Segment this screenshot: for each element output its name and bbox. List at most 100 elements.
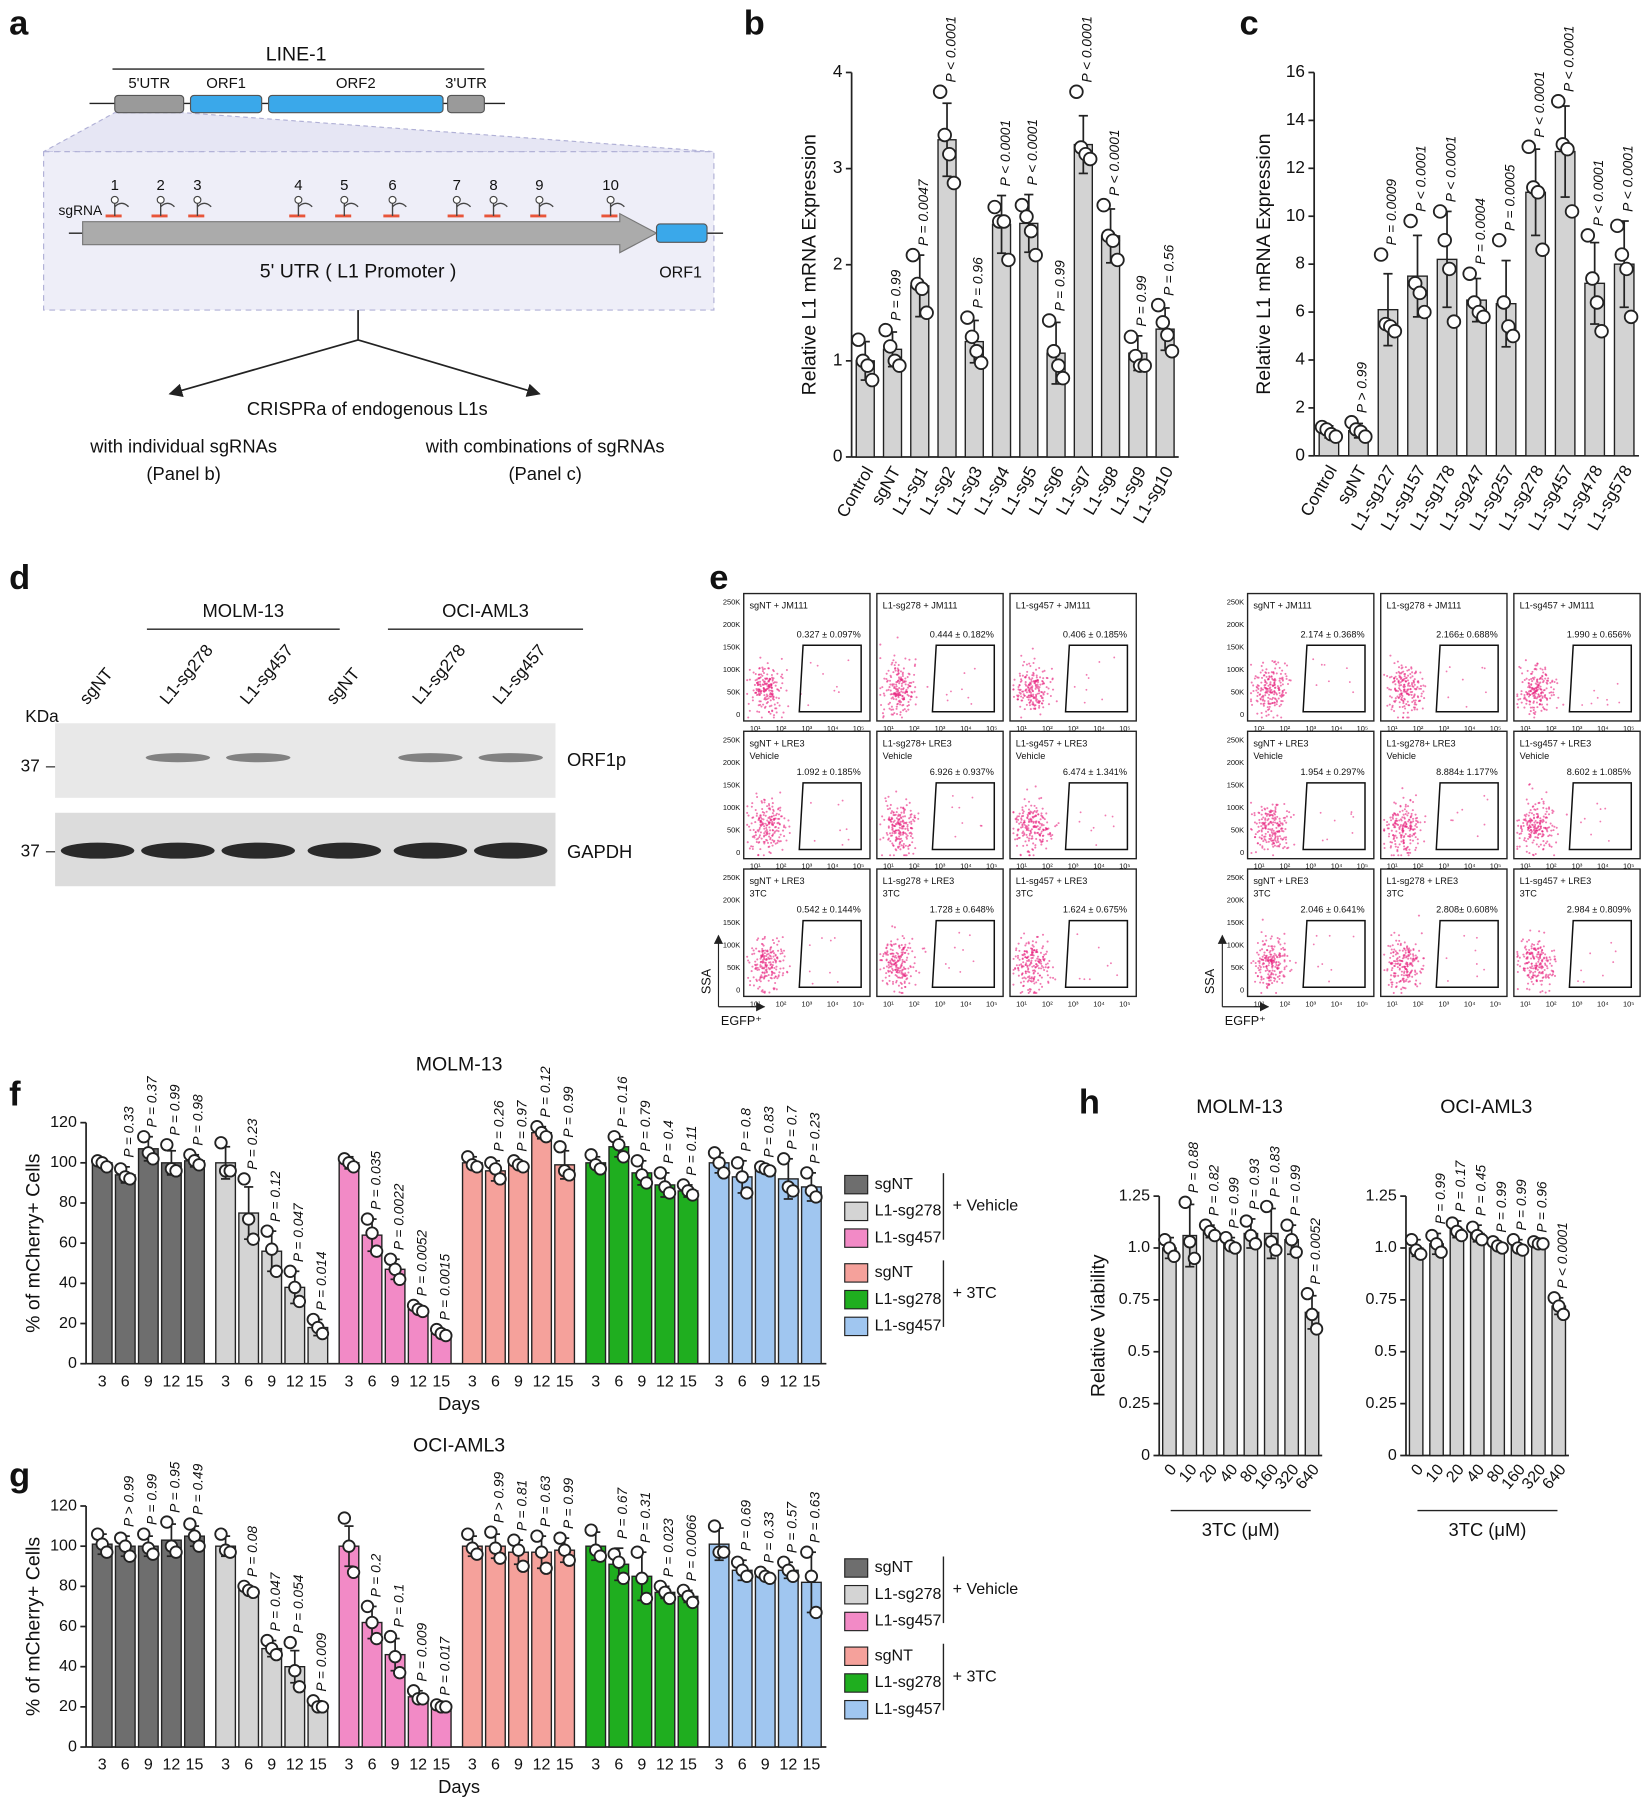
- event-dot: [1536, 980, 1538, 982]
- data-point: [147, 1153, 158, 1164]
- event-dot: [1417, 682, 1419, 684]
- x-tick-label: 10²: [1279, 999, 1290, 1008]
- event-dot: [1276, 841, 1278, 843]
- event-dot: [809, 971, 811, 973]
- event-dot: [897, 670, 899, 672]
- event-dot: [751, 806, 753, 808]
- bar: [339, 1163, 359, 1364]
- event-dot: [1019, 675, 1021, 677]
- event-dot: [1531, 831, 1533, 833]
- data-point: [170, 1165, 181, 1176]
- event-dot: [907, 701, 909, 703]
- event-dot: [1020, 716, 1022, 718]
- event-dot: [763, 825, 765, 827]
- event-dot: [781, 673, 783, 675]
- event-dot: [1528, 684, 1530, 686]
- event-dot: [891, 925, 893, 927]
- event-dot: [907, 848, 909, 850]
- event-dot: [787, 819, 789, 821]
- event-dot: [775, 826, 777, 828]
- event-dot: [1013, 696, 1015, 698]
- event-dot: [1538, 959, 1540, 961]
- y-tick-label: 100K: [723, 803, 740, 812]
- event-dot: [1032, 940, 1034, 942]
- event-dot: [1116, 974, 1118, 976]
- event-dot: [903, 681, 905, 683]
- event-dot: [1520, 826, 1522, 828]
- data-point: [966, 331, 979, 344]
- event-dot: [894, 668, 896, 670]
- event-dot: [1549, 959, 1551, 961]
- event-dot: [1019, 684, 1021, 686]
- event-dot: [1394, 701, 1396, 703]
- event-dot: [1545, 842, 1547, 844]
- event-dot: [1541, 959, 1543, 961]
- event-dot: [1393, 854, 1395, 856]
- event-dot: [846, 828, 848, 830]
- event-dot: [897, 938, 899, 940]
- event-dot: [779, 792, 781, 794]
- event-dot: [1516, 703, 1518, 705]
- event-dot: [770, 699, 772, 701]
- event-dot: [1405, 680, 1407, 682]
- data-point: [366, 1227, 377, 1238]
- p-value: P < 0.0001: [1107, 129, 1122, 195]
- data-point: [787, 1185, 798, 1196]
- event-dot: [1284, 662, 1286, 664]
- lane-label: sgNT: [75, 663, 117, 708]
- event-dot: [890, 944, 892, 946]
- event-dot: [1412, 809, 1414, 811]
- event-dot: [901, 685, 903, 687]
- event-dot: [758, 842, 760, 844]
- event-dot: [777, 822, 779, 824]
- event-dot: [1042, 671, 1044, 673]
- event-dot: [1404, 821, 1406, 823]
- event-dot: [1095, 844, 1097, 846]
- data-point: [193, 1540, 204, 1551]
- event-dot: [910, 814, 912, 816]
- event-dot: [1048, 703, 1050, 705]
- event-dot: [773, 841, 775, 843]
- event-dot: [765, 815, 767, 817]
- p-value: P = 0.23: [245, 1118, 260, 1169]
- event-dot: [1596, 803, 1598, 805]
- event-dot: [1407, 685, 1409, 687]
- event-dot: [1411, 835, 1413, 837]
- event-dot: [1417, 696, 1419, 698]
- event-dot: [1265, 690, 1267, 692]
- data-point: [810, 1607, 821, 1618]
- bar: [555, 1165, 575, 1364]
- event-dot: [1030, 962, 1032, 964]
- p-value: P < 0.0001: [1532, 71, 1547, 137]
- event-dot: [775, 697, 777, 699]
- event-dot: [962, 949, 964, 951]
- event-dot: [1530, 958, 1532, 960]
- event-dot: [757, 988, 759, 990]
- event-dot: [1407, 827, 1409, 829]
- event-dot: [783, 835, 785, 837]
- event-dot: [1607, 704, 1609, 706]
- event-dot: [1392, 834, 1394, 836]
- event-dot: [1261, 948, 1263, 950]
- event-dot: [1263, 836, 1265, 838]
- event-dot: [910, 835, 912, 837]
- event-dot: [1033, 825, 1035, 827]
- event-dot: [746, 812, 748, 814]
- p-value: P = 0.63: [538, 1475, 553, 1526]
- event-dot: [1529, 819, 1531, 821]
- event-dot: [1037, 813, 1039, 815]
- event-dot: [899, 714, 901, 716]
- event-dot: [1536, 706, 1538, 708]
- x-tick-label: 12: [779, 1756, 797, 1774]
- event-dot: [1528, 713, 1530, 715]
- event-dot: [762, 943, 764, 945]
- event-dot: [1400, 677, 1402, 679]
- event-dot: [1261, 809, 1263, 811]
- bar: [678, 1191, 698, 1364]
- event-dot: [1535, 962, 1537, 964]
- event-dot: [1036, 963, 1038, 965]
- p-value: P = 0.93: [1247, 1158, 1262, 1209]
- data-point: [517, 1161, 528, 1172]
- axis-title: SSA: [1203, 968, 1217, 994]
- event-dot: [908, 817, 910, 819]
